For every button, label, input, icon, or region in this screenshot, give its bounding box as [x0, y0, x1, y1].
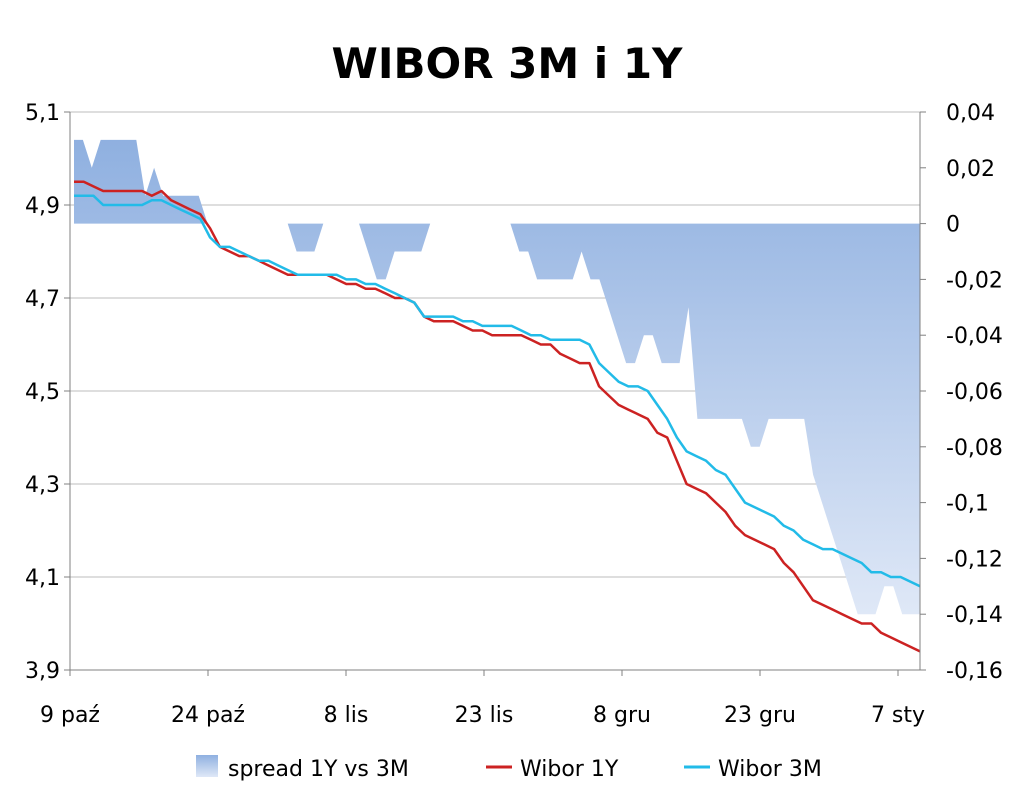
- spread-area: [74, 139, 920, 615]
- left-tick-label: 4,7: [25, 287, 60, 312]
- legend: spread 1Y vs 3M Wibor 1Y Wibor 3M: [196, 755, 822, 782]
- right-tick-label: -0,12: [946, 547, 1003, 572]
- legend-label-spread: spread 1Y vs 3M: [228, 757, 409, 782]
- x-tick-label: 7 sty: [871, 703, 925, 728]
- right-tick-label: -0,02: [946, 268, 1003, 293]
- plot-area: [74, 139, 921, 653]
- x-tick-label: 8 gru: [593, 703, 651, 728]
- chart-title: WIBOR 3M i 1Y: [332, 39, 684, 88]
- left-tick-label: 4,3: [25, 473, 60, 498]
- left-axis-ticks: 5,1 4,9 4,7 4,5 4,3 4,1 3,9: [25, 101, 70, 684]
- right-tick-label: 0: [946, 213, 960, 238]
- x-tick-label: 8 lis: [324, 703, 369, 728]
- right-tick-label: -0,16: [946, 659, 1003, 684]
- right-axis-ticks: 0,04 0,02 0 -0,02 -0,04 -0,06 -0,08 -0,1 -0,12 -0…: [920, 101, 1003, 684]
- x-axis-ticks: 9 paź 24 paź 8 lis 23 lis 8 gru 23 gru 7 sty: [40, 670, 925, 728]
- right-tick-label: 0,04: [946, 101, 995, 126]
- right-tick-label: -0,06: [946, 380, 1003, 405]
- right-tick-label: 0,02: [946, 157, 995, 182]
- left-tick-label: 4,5: [25, 380, 60, 405]
- x-tick-label: 23 gru: [724, 703, 796, 728]
- right-tick-label: -0,1: [946, 492, 989, 517]
- wibor-3m-line: [74, 194, 921, 588]
- legend-swatch-spread: [196, 755, 218, 777]
- legend-label-wibor-3m: Wibor 3M: [718, 757, 822, 782]
- left-tick-label: 5,1: [25, 101, 60, 126]
- wibor-1y-line: [74, 180, 921, 653]
- right-tick-label: -0,04: [946, 324, 1003, 349]
- left-tick-label: 3,9: [25, 659, 60, 684]
- x-tick-label: 24 paź: [171, 703, 245, 728]
- right-tick-label: -0,14: [946, 603, 1003, 628]
- right-tick-label: -0,08: [946, 436, 1003, 461]
- x-tick-label: 9 paź: [40, 703, 100, 728]
- legend-label-wibor-1y: Wibor 1Y: [520, 757, 619, 782]
- left-tick-label: 4,9: [25, 194, 60, 219]
- left-tick-label: 4,1: [25, 566, 60, 591]
- x-tick-label: 23 lis: [455, 703, 514, 728]
